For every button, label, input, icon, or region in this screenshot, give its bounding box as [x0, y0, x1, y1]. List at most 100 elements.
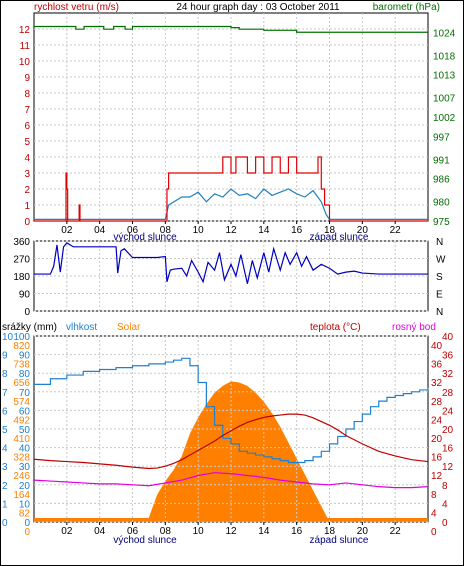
rain-tick: 8: [2, 369, 8, 380]
rain-tick: 9: [2, 351, 8, 362]
p3-xtick-label: 10: [193, 526, 205, 537]
p3-xtick-label: 04: [94, 526, 106, 537]
solar-tick: 328: [13, 453, 30, 464]
sunset-label-3: západ slunce: [310, 535, 369, 546]
rain-tick: 0: [2, 518, 8, 529]
temp-right-tick: 28: [442, 388, 454, 399]
p1-xtick-label: 08: [160, 225, 172, 236]
solar-tick: 164: [13, 490, 30, 501]
rain-tick: 1: [2, 499, 8, 510]
panel1-x-axis: 02 04 06 08 10 12 14 16 18 20 22: [61, 221, 401, 236]
p3-xtick-label: 06: [127, 526, 139, 537]
p1-right-tick: 1024: [433, 28, 456, 39]
p2-left-tick: 180: [13, 272, 30, 283]
p1-right-tick: 975: [433, 217, 450, 228]
temp-left-tick: 40: [431, 341, 443, 352]
p1-right-tick: 997: [433, 132, 450, 143]
p2-right-tick: N: [436, 237, 443, 248]
p1-right-tick: 991: [433, 155, 450, 166]
p1-xtick-label: 04: [94, 225, 106, 236]
rain-tick: 3: [2, 462, 8, 473]
p3-xtick-label: 20: [357, 526, 369, 537]
p1-xtick-label: 02: [61, 225, 73, 236]
p1-right-tick: 1018: [433, 51, 456, 62]
sunset-label-1: západ slunce: [310, 232, 369, 243]
dewpoint-label: rosný bod: [392, 322, 436, 333]
rain-tick: 7: [2, 388, 8, 399]
temp-left-tick: 4: [431, 508, 437, 519]
p1-right-tick: 980: [433, 198, 450, 209]
p1-xtick-label: 12: [225, 225, 237, 236]
humidity-tick: 80: [19, 369, 31, 380]
panel2-series: [34, 242, 428, 284]
panel3-x-axis: 02 04 06 08 10 12 14 16 18 20 22: [61, 522, 401, 537]
humidity-tick: 90: [19, 351, 31, 362]
p3-xtick-label: 02: [61, 526, 73, 537]
humidity-tick: 40: [19, 444, 31, 455]
temp-left-tick: 28: [431, 397, 443, 408]
temp-right-tick: 32: [442, 369, 454, 380]
p2-right-tick: N: [436, 307, 443, 318]
temp-left-tick: 0: [431, 527, 437, 538]
p1-right-tick: 1013: [433, 71, 456, 82]
p2-right-tick: W: [436, 255, 446, 266]
humidity-tick: 0: [24, 518, 30, 529]
p1-left-tick: 10: [19, 57, 31, 68]
solar-tick: 492: [13, 415, 30, 426]
p3-xtick-label: 18: [324, 526, 336, 537]
panel2-grid: [34, 240, 428, 312]
p2-left-tick: 270: [13, 255, 30, 266]
panel2-left-axis: 0 90 180 270 360: [13, 237, 30, 318]
p1-xtick-label: 16: [291, 225, 303, 236]
temp-right-tick: 12: [442, 462, 454, 473]
wind-direction-line: [34, 242, 428, 284]
humidity-tick: 100: [13, 332, 30, 343]
p2-left-tick: 90: [19, 290, 31, 301]
p1-right-tick: 1007: [433, 94, 456, 105]
rain-tick: 2: [2, 481, 8, 492]
wind-speed-line: [34, 156, 428, 222]
p1-left-tick: 8: [24, 89, 30, 100]
temp-left-tick: 20: [431, 434, 443, 445]
temp-right-tick: 0: [442, 518, 448, 529]
rain-tick: 5: [2, 425, 8, 436]
humidity-tick: 20: [19, 481, 31, 492]
p1-left-tick: 1: [24, 201, 30, 212]
panel1-right-label: barometr (hPa): [373, 2, 440, 13]
sunrise-label-3: východ slunce: [113, 535, 177, 546]
p1-xtick-label: 10: [193, 225, 205, 236]
solar-tick: 820: [13, 341, 30, 352]
temp-left-tick: 24: [431, 415, 443, 426]
rain-label: srážky (mm): [2, 322, 57, 333]
temp-left-tick: 12: [431, 471, 443, 482]
pressure-line: [34, 25, 428, 33]
humidity-tick: 30: [19, 462, 31, 473]
wind-average-line: [34, 188, 428, 220]
p1-left-tick: 7: [24, 105, 30, 116]
p1-xtick-label: 14: [258, 225, 270, 236]
p1-xtick-label: 06: [127, 225, 139, 236]
temp-right-tick: 4: [442, 499, 448, 510]
p1-xtick-label: 20: [357, 225, 369, 236]
p1-right-tick: 1002: [433, 113, 456, 124]
temp-right-tick: 8: [442, 481, 448, 492]
p3-xtick-label: 22: [390, 526, 402, 537]
panel1-series: [34, 25, 428, 222]
temp-right-tick: 16: [442, 444, 454, 455]
p1-left-tick: 11: [20, 41, 31, 52]
temp-left-tick: 32: [431, 378, 443, 389]
temp-right-tick: 20: [442, 425, 454, 436]
solar-tick: 0: [24, 527, 30, 538]
rain-tick: 4: [2, 444, 8, 455]
dewpoint-line: [33, 472, 429, 489]
p1-left-tick: 9: [24, 73, 30, 84]
p1-xtick-label: 22: [390, 225, 402, 236]
p3-xtick-label: 14: [258, 526, 270, 537]
p1-left-tick: 4: [24, 153, 30, 164]
p1-left-tick: 6: [24, 121, 30, 132]
p1-right-tick: 986: [433, 175, 450, 186]
solar-tick: 82: [19, 508, 31, 519]
